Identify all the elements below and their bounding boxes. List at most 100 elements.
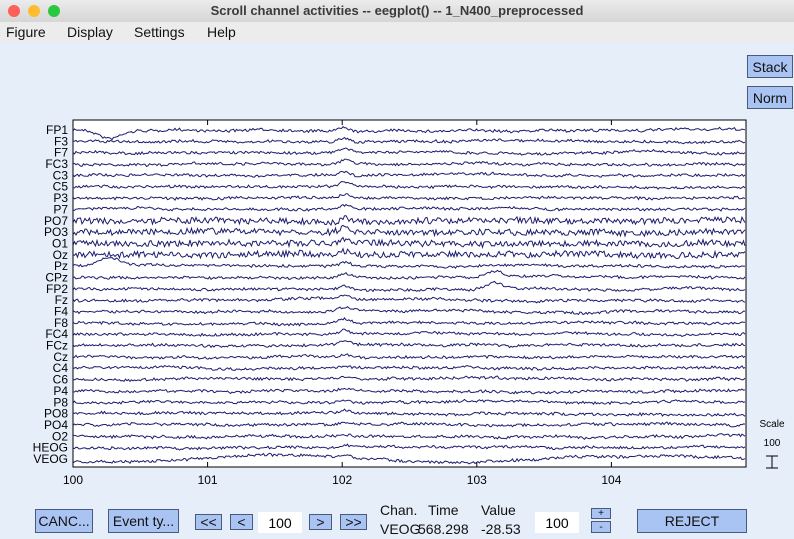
channel-label: FC3 (45, 157, 68, 171)
channel-label: HEOG (33, 441, 68, 455)
x-tick-label: 103 (467, 473, 487, 487)
time-header: Time (428, 502, 459, 518)
eeg-trace (73, 375, 746, 383)
cancel-button[interactable]: CANC... (35, 509, 93, 533)
eeg-trace (73, 203, 746, 212)
x-tick-label: 102 (332, 473, 352, 487)
channel-label: P8 (53, 395, 68, 409)
x-tick-label: 101 (198, 473, 218, 487)
eeg-trace (73, 306, 746, 316)
chan-value: VEOG (380, 521, 421, 537)
eeg-trace (73, 433, 746, 441)
channel-label: FCz (46, 339, 68, 353)
value-value: -28.53 (481, 521, 521, 537)
channel-label: PO8 (44, 407, 68, 421)
eeg-trace (73, 452, 746, 465)
eeg-trace (73, 170, 746, 178)
reject-button[interactable]: REJECT (637, 509, 747, 533)
nav-button[interactable]: > (309, 514, 332, 530)
channel-label: P7 (53, 202, 68, 216)
channel-label: C5 (53, 180, 69, 194)
nav-button[interactable]: >> (340, 514, 367, 530)
eeg-trace (73, 158, 746, 168)
close-button[interactable] (8, 5, 20, 17)
menu-bar: Figure Display Settings Help (0, 22, 794, 42)
channel-label: F3 (54, 134, 68, 148)
eeg-trace (73, 443, 746, 451)
eeg-trace (73, 193, 746, 201)
eeg-trace (73, 147, 746, 156)
channel-label: FP2 (46, 282, 68, 296)
channel-label: Pz (54, 259, 68, 273)
chan-header: Chan. (380, 502, 418, 518)
channel-label: PO4 (44, 418, 68, 432)
eeg-trace (73, 365, 746, 371)
scale-value: 100 (764, 438, 781, 449)
x-tick-label: 100 (63, 473, 83, 487)
eeg-trace (73, 215, 746, 227)
channel-label: O2 (52, 429, 68, 443)
eeg-traces (73, 126, 746, 465)
norm-button[interactable]: Norm (747, 86, 793, 109)
channel-label: Fz (55, 293, 68, 307)
minimize-button[interactable] (28, 5, 40, 17)
eeg-trace (73, 387, 746, 395)
channel-label: F7 (54, 146, 68, 160)
stack-button[interactable]: Stack (747, 55, 793, 78)
plus-button[interactable]: + (591, 508, 611, 519)
menu-item[interactable]: Help (207, 24, 236, 40)
menu-item[interactable]: Display (67, 24, 113, 40)
channel-label: C4 (53, 361, 69, 375)
channel-label: Cz (53, 350, 68, 364)
channel-label: PO7 (44, 214, 68, 228)
channel-label: FC4 (45, 327, 68, 341)
eeg-trace (73, 408, 746, 417)
time-value: 568.298 (418, 521, 469, 537)
eeg-trace (73, 280, 746, 293)
channel-label: O1 (52, 236, 68, 250)
channel-label: C6 (53, 373, 69, 387)
eeg-trace (73, 180, 746, 190)
eeg-trace (73, 269, 746, 281)
channel-label: CPz (45, 270, 68, 284)
scale-bar (766, 455, 778, 469)
x-tick-label: 104 (601, 473, 621, 487)
window-input[interactable]: 100 (258, 512, 302, 533)
channel-label: F8 (54, 316, 68, 330)
channel-label: PO3 (44, 225, 68, 239)
minus-button[interactable]: - (591, 521, 611, 533)
eeg-trace (73, 247, 746, 260)
eeg-trace (73, 340, 746, 349)
zoom-button[interactable] (48, 5, 60, 17)
nav-button[interactable]: < (230, 514, 253, 530)
menu-item[interactable]: Settings (134, 24, 185, 40)
channel-label: P3 (53, 191, 68, 205)
eeg-trace (73, 224, 746, 238)
eeg-trace (73, 421, 746, 428)
eeg-trace (73, 236, 746, 250)
eeg-trace (73, 294, 746, 304)
eeg-trace (73, 353, 746, 360)
nav-button[interactable]: << (195, 514, 222, 530)
eeg-trace (73, 328, 746, 338)
value-header: Value (481, 502, 516, 518)
channel-label: F4 (54, 305, 68, 319)
eeg-trace (73, 256, 746, 270)
scale-label: Scale (759, 419, 784, 430)
menu-item[interactable]: Figure (6, 24, 46, 40)
eeg-trace (73, 136, 746, 145)
channel-label: VEOG (33, 452, 68, 466)
scale-input[interactable]: 100 (535, 512, 579, 533)
plot-area (72, 119, 747, 468)
channel-label: P4 (53, 384, 68, 398)
window-title: Scroll channel activities -- eegplot() -… (210, 3, 584, 18)
channel-label: Oz (53, 248, 68, 262)
eeg-trace (73, 398, 746, 406)
eeg-trace (73, 317, 745, 327)
events-button[interactable]: Event ty... (108, 509, 179, 533)
channel-label: FP1 (46, 123, 68, 137)
channel-label: C3 (53, 168, 69, 182)
eeg-trace (73, 126, 746, 141)
